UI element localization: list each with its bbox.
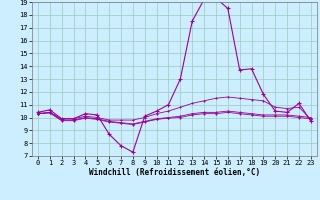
X-axis label: Windchill (Refroidissement éolien,°C): Windchill (Refroidissement éolien,°C) — [89, 168, 260, 177]
